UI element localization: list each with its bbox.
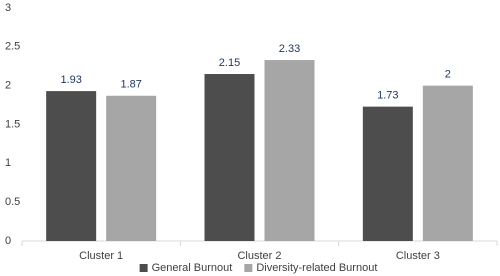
value-label: 1.93 <box>60 74 81 86</box>
bar <box>264 60 315 241</box>
legend-swatch <box>244 264 253 272</box>
bar <box>106 95 157 241</box>
value-label: 1.73 <box>377 90 398 102</box>
value-label: 1.87 <box>120 79 141 91</box>
y-tick-label: 2 <box>5 80 11 92</box>
x-tick-label: Cluster 3 <box>396 250 440 262</box>
legend-label: General Burnout <box>152 262 233 274</box>
y-tick-label: 2.5 <box>5 41 20 53</box>
y-tick-label: 1.5 <box>5 118 20 130</box>
bar <box>362 106 413 242</box>
value-label: 2 <box>445 69 451 81</box>
y-tick-label: 0 <box>5 235 11 247</box>
legend-label: Diversity-related Burnout <box>256 262 377 274</box>
bar <box>204 74 255 242</box>
y-tick-label: 0.5 <box>5 196 20 208</box>
x-tick-label: Cluster 1 <box>79 250 123 262</box>
value-label: 2.33 <box>279 43 300 55</box>
y-tick-label: 3 <box>5 2 11 14</box>
bar <box>422 85 473 242</box>
x-tick-label: Cluster 2 <box>237 250 281 262</box>
bar <box>46 91 97 241</box>
value-label: 2.15 <box>219 57 240 69</box>
y-tick-label: 1 <box>5 157 11 169</box>
legend-swatch <box>139 264 148 272</box>
